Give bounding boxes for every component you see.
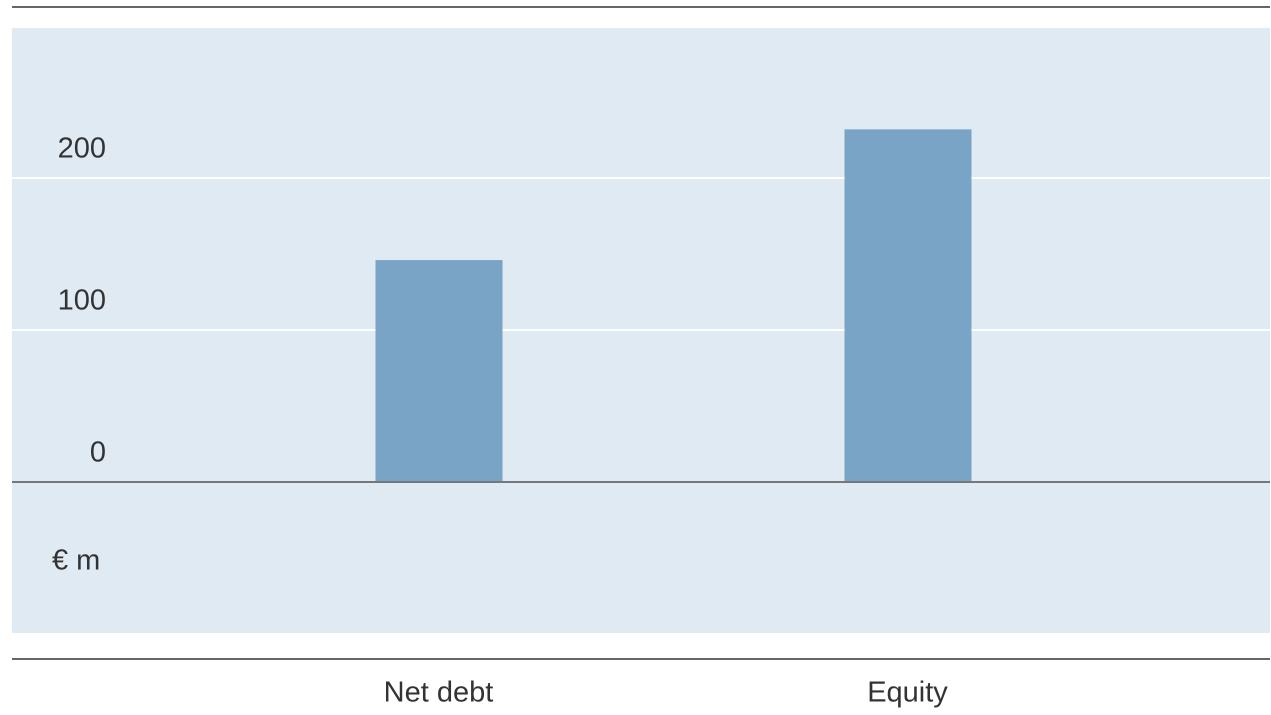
x-tick-label: Equity [867, 677, 948, 709]
bar [375, 260, 503, 482]
y-tick-label: 200 [58, 133, 106, 165]
bar [844, 129, 972, 483]
y-tick-label: 100 [58, 285, 106, 317]
y-axis-label: € m [52, 545, 100, 577]
x-tick-label: Net debt [384, 677, 494, 709]
y-tick-label: 0 [90, 437, 106, 469]
